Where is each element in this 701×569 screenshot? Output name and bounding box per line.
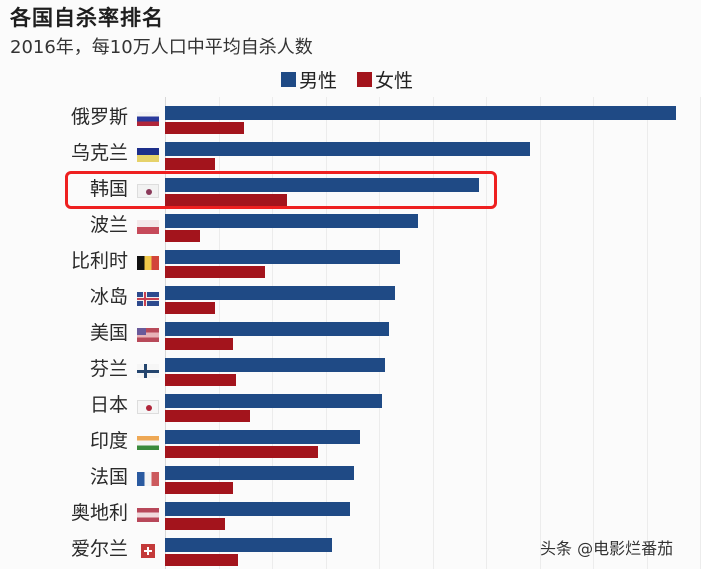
bar-male: [165, 394, 383, 408]
bar-row: [165, 388, 701, 422]
bar-female: [165, 122, 245, 134]
bar-row: [165, 424, 701, 458]
gridline: [432, 97, 434, 569]
bar-row: [165, 280, 701, 314]
bar-female: [165, 446, 318, 458]
category-label: 俄罗斯: [70, 106, 128, 128]
category-label: 美国: [89, 322, 128, 344]
france-flag-icon: [137, 472, 159, 486]
plot-area: [165, 97, 701, 569]
bar-row: [165, 352, 701, 386]
ukraine-flag-icon: [137, 148, 159, 162]
bar-row: [165, 244, 701, 278]
category-label: 冰岛: [89, 286, 128, 308]
south-korea-flag-icon: [137, 184, 159, 198]
highlight-box-korea: [65, 171, 497, 209]
bar-row: [165, 460, 701, 494]
category-label: 波兰: [89, 214, 128, 236]
legend-swatch-female: [357, 72, 373, 87]
legend-item-female: 女性: [357, 66, 413, 93]
bar-row: [165, 172, 701, 206]
gridline: [646, 97, 648, 569]
bar-female: [165, 410, 250, 422]
bar-male: [165, 358, 386, 372]
bar-female: [165, 266, 265, 278]
russia-flag-icon: [137, 112, 159, 126]
bar-female: [165, 158, 216, 170]
bar-row: [165, 100, 701, 134]
category-label: 乌克兰: [70, 142, 128, 164]
gridline: [539, 97, 541, 569]
bar-row: [165, 208, 701, 242]
bar-female: [165, 194, 287, 206]
bar-female: [165, 230, 201, 242]
category-label: 芬兰: [89, 358, 128, 380]
bar-female: [165, 554, 238, 566]
legend: 男性 女性: [281, 66, 433, 93]
chart-title: 各国自杀率排名: [10, 6, 164, 30]
bar-male: [165, 250, 401, 264]
bar-male: [165, 502, 351, 516]
category-label: 奥地利: [70, 502, 128, 524]
austria-flag-icon: [137, 508, 159, 522]
bar-female: [165, 482, 234, 494]
legend-label-female: 女性: [375, 70, 414, 92]
bar-female: [165, 302, 216, 314]
category-label: 日本: [89, 394, 128, 416]
bar-male: [165, 322, 389, 336]
bar-male: [165, 106, 677, 120]
bar-male: [165, 214, 418, 228]
bar-male: [165, 142, 530, 156]
finland-flag-icon: [137, 364, 159, 378]
bar-female: [165, 338, 234, 350]
bar-male: [165, 286, 396, 300]
category-label: 比利时: [70, 250, 128, 272]
bar-female: [165, 374, 236, 386]
gridline: [486, 97, 487, 569]
category-label: 印度: [89, 430, 128, 452]
bar-male: [165, 538, 332, 552]
legend-label-male: 男性: [299, 70, 338, 92]
bar-row: [165, 532, 701, 566]
category-label: 法国: [89, 466, 128, 488]
legend-swatch-male: [281, 72, 296, 87]
bar-male: [165, 430, 360, 444]
bar-row: [165, 496, 701, 530]
bar-female: [165, 518, 225, 530]
usa-flag-icon: [137, 328, 159, 342]
legend-item-male: 男性: [281, 66, 337, 93]
category-label: 爱尔兰: [70, 538, 128, 560]
chart-subtitle: 2016年，每10万人口中平均自杀人数: [10, 37, 313, 58]
bar-male: [165, 178, 479, 192]
watermark: 头条 @电影烂番茄: [540, 539, 674, 558]
switzerland-flag-icon: [141, 544, 155, 558]
india-flag-icon: [137, 436, 159, 450]
bar-row: [165, 136, 701, 170]
poland-flag-icon: [137, 220, 159, 234]
japan-flag-icon: [137, 400, 159, 414]
iceland-flag-icon: [137, 292, 159, 306]
category-label: 韩国: [89, 178, 128, 200]
belgium-flag-icon: [137, 256, 159, 270]
bar-row: [165, 316, 701, 350]
bar-male: [165, 466, 355, 480]
gridline: [593, 97, 594, 569]
